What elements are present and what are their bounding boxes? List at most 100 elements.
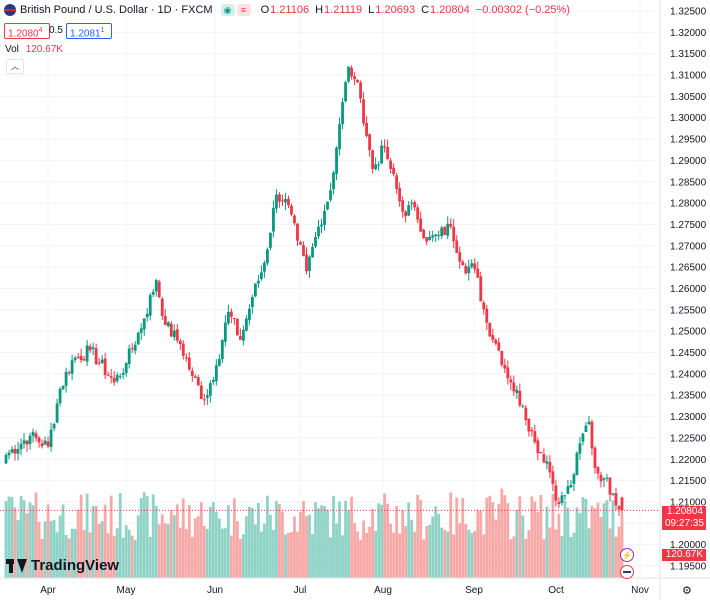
- price-tick-label: 1.31500: [670, 49, 707, 60]
- candle-body: [4, 455, 8, 464]
- bar-countdown-tag: 09:27:35: [662, 518, 706, 530]
- volume-bar: [263, 523, 266, 578]
- candle-body: [211, 380, 215, 382]
- volume-bar: [470, 532, 474, 578]
- chevron-up-icon[interactable]: ︿: [6, 59, 24, 74]
- volume-bar: [4, 501, 8, 578]
- volume-label[interactable]: Vol: [5, 44, 19, 55]
- candle-body: [539, 451, 543, 454]
- gear-icon[interactable]: ⚙: [682, 585, 692, 597]
- candle-body: [151, 291, 155, 295]
- eye-icon[interactable]: ◉: [220, 4, 235, 16]
- candle-body: [100, 359, 104, 364]
- volume-bar: [154, 506, 158, 578]
- candle-body: [254, 283, 257, 297]
- candle-body: [350, 67, 353, 77]
- volume-bar: [244, 516, 248, 578]
- volume-bar: [611, 500, 615, 578]
- candle-body: [67, 372, 71, 374]
- candle-body: [560, 495, 564, 503]
- candle-body: [202, 399, 206, 401]
- buy-price-button[interactable]: 1.20811: [66, 23, 112, 39]
- price-tick-label: 1.29000: [670, 156, 707, 167]
- volume-bar: [539, 495, 543, 578]
- candle-body: [133, 344, 137, 351]
- candle-body: [587, 421, 591, 425]
- candle-body: [572, 474, 576, 484]
- candle-body: [476, 268, 480, 278]
- volume-bar: [22, 500, 26, 578]
- candle-body: [263, 262, 266, 272]
- volume-bar: [365, 533, 368, 578]
- volume-bar: [599, 516, 603, 578]
- candle-body: [353, 76, 356, 80]
- sell-price-button[interactable]: 1.20804: [4, 23, 50, 39]
- volume-bar: [515, 509, 519, 578]
- candle-body: [232, 317, 236, 320]
- candle-body: [398, 188, 402, 202]
- volume-bar: [317, 508, 320, 578]
- symbol-title[interactable]: British Pound / U.S. Dollar · 1D · FXCM: [20, 4, 213, 16]
- candle-body: [617, 506, 621, 510]
- volume-bar: [31, 505, 35, 578]
- candle-body: [584, 425, 588, 433]
- volume-bar: [172, 515, 176, 578]
- volume-bar: [437, 513, 441, 578]
- volume-bar: [431, 516, 435, 578]
- candle-body: [362, 99, 365, 124]
- volume-bar: [187, 505, 191, 578]
- price-tick-label: 1.26000: [670, 284, 707, 295]
- us-flag-event-icon[interactable]: [620, 565, 634, 579]
- candle-body: [431, 235, 435, 238]
- volume-bar: [7, 496, 11, 578]
- symbol-legend: British Pound / U.S. Dollar · 1D · FXCM …: [4, 4, 576, 16]
- price-tick-label: 1.24500: [670, 348, 707, 359]
- candle-body: [166, 322, 170, 327]
- volume-bar: [100, 521, 104, 578]
- volume-bar: [82, 529, 86, 578]
- candle-body: [332, 172, 335, 190]
- candle-body: [272, 208, 275, 232]
- candle-body: [374, 164, 377, 170]
- volume-bar: [347, 510, 350, 578]
- candle-body: [527, 418, 531, 432]
- candle-body: [377, 164, 381, 166]
- candle-body: [175, 329, 179, 341]
- volume-bar: [461, 498, 465, 578]
- price-tick-label: 1.24000: [670, 369, 707, 380]
- candle-body: [199, 385, 203, 400]
- price-tick-label: 1.26500: [670, 263, 707, 274]
- volume-bar: [136, 515, 140, 578]
- volume-bar: [422, 539, 426, 578]
- volume-bar: [530, 496, 534, 578]
- volume-bar: [584, 498, 588, 578]
- volume-bar: [275, 500, 278, 578]
- candle-body: [118, 376, 122, 378]
- volume-bar: [356, 531, 359, 578]
- volume-bar: [49, 521, 53, 578]
- time-axis[interactable]: Apr May Jun Jul Aug Sep Oct Nov: [40, 585, 649, 596]
- candle-body: [244, 318, 248, 331]
- candle-body: [446, 223, 450, 236]
- hamburger-menu-icon[interactable]: ≡: [236, 4, 251, 16]
- volume-bar: [608, 528, 612, 578]
- volume-bar: [443, 529, 447, 578]
- price-tick-label: 1.32500: [670, 7, 707, 18]
- candle-body: [437, 235, 441, 237]
- lightning-event-icon[interactable]: ⚡: [620, 548, 634, 562]
- candle-body: [220, 339, 224, 360]
- volume-bar: [251, 508, 254, 578]
- volume-bar: [332, 495, 335, 578]
- candle-body: [251, 297, 254, 308]
- open-value: 1.21106: [270, 4, 310, 16]
- volume-bar: [202, 525, 206, 578]
- candle-body: [124, 363, 128, 374]
- volume-bar: [178, 527, 182, 578]
- volume-bar: [344, 500, 347, 578]
- volume-bar: [160, 514, 164, 578]
- volume-bar: [235, 521, 239, 578]
- volume-bar: [193, 518, 197, 578]
- candle-body: [422, 229, 426, 239]
- volume-bar: [320, 505, 323, 578]
